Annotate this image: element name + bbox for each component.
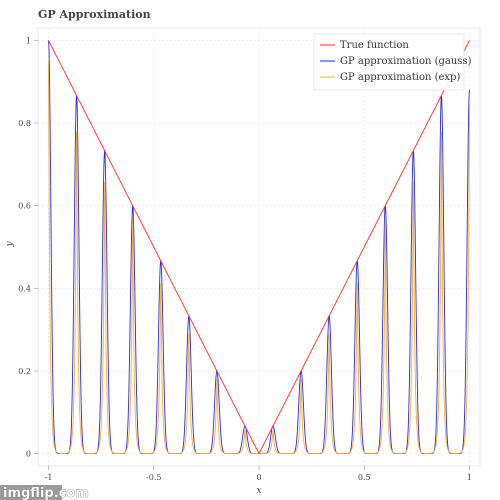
y-tick-label: 1 bbox=[26, 36, 31, 45]
legend-label-gauss: GP approximation (gauss) bbox=[340, 56, 472, 67]
y-tick-label: 0.6 bbox=[18, 202, 31, 211]
series-gauss-line bbox=[48, 40, 470, 455]
legend: True function GP approximation (gauss) G… bbox=[313, 33, 472, 91]
legend-label-exp: GP approximation (exp) bbox=[340, 72, 460, 83]
x-axis-label: x bbox=[256, 486, 261, 496]
y-tick-label: 0.4 bbox=[18, 284, 31, 293]
legend-label-true-function: True function bbox=[340, 40, 409, 51]
grid bbox=[38, 28, 480, 466]
watermark-bar bbox=[0, 485, 62, 500]
x-tick-label: 1 bbox=[467, 473, 472, 482]
y-axis-label: y bbox=[5, 241, 15, 248]
x-tick-label: 0 bbox=[256, 473, 261, 482]
x-tick-label: 0.5 bbox=[358, 473, 371, 482]
x-tick-label: -0.5 bbox=[146, 473, 161, 482]
x-tick-label: -1 bbox=[45, 473, 53, 482]
y-tick-label: 0 bbox=[26, 450, 31, 459]
series-layer bbox=[48, 40, 470, 455]
y-ticks: 0 0.2 0.4 0.6 0.8 1 bbox=[18, 36, 38, 459]
y-tick-label: 0.2 bbox=[18, 367, 31, 376]
y-tick-label: 0.8 bbox=[18, 119, 31, 128]
x-ticks: -1 -0.5 0 0.5 1 bbox=[45, 466, 472, 482]
series-true-function-line bbox=[48, 40, 470, 455]
chart-title: GP Approximation bbox=[38, 8, 151, 21]
watermark: imgflip.com bbox=[3, 486, 89, 500]
legend-box bbox=[313, 33, 465, 91]
